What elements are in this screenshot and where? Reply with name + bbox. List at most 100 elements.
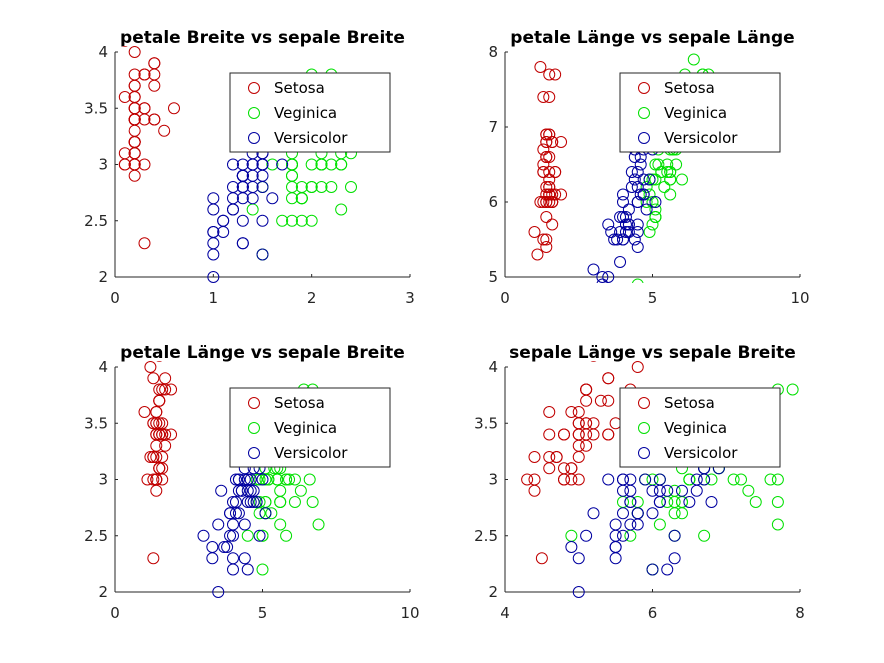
data-point xyxy=(670,158,683,171)
data-point xyxy=(653,473,666,486)
data-point xyxy=(165,383,178,396)
legend-marker xyxy=(248,132,260,144)
data-point xyxy=(543,188,556,201)
data-point xyxy=(528,226,541,238)
data-point xyxy=(646,563,659,576)
data-point xyxy=(128,124,141,137)
data-point xyxy=(156,462,169,475)
y-tick-label: 2.5 xyxy=(474,527,498,545)
data-point xyxy=(156,361,163,362)
data-point xyxy=(147,552,160,565)
subplot-1: petale Breite vs sepale Breite 0 1 2 3 2 2.5 3 3… xyxy=(84,28,415,307)
data-point xyxy=(241,473,254,486)
data-point xyxy=(227,563,239,576)
data-point xyxy=(628,173,641,186)
data-point xyxy=(558,428,570,441)
data-point xyxy=(253,529,266,542)
x-tick-label: 6 xyxy=(648,604,658,622)
data-point xyxy=(215,484,228,497)
data-point xyxy=(286,181,298,193)
legend-label: Versicolor xyxy=(274,444,348,462)
data-point xyxy=(637,173,650,186)
data-point xyxy=(141,473,154,486)
data-point xyxy=(617,529,629,542)
series-setosa xyxy=(528,61,568,261)
data-point xyxy=(543,128,556,141)
data-point xyxy=(207,203,220,216)
data-point xyxy=(165,428,178,441)
data-point xyxy=(537,158,550,171)
data-point xyxy=(159,383,172,396)
data-point xyxy=(540,196,553,208)
data-point xyxy=(637,188,650,201)
data-point xyxy=(246,181,259,193)
data-point xyxy=(661,158,674,171)
data-point xyxy=(221,541,234,553)
data-point xyxy=(546,218,559,231)
data-point xyxy=(158,124,171,137)
y-tick-label: 3.5 xyxy=(474,414,498,432)
data-point xyxy=(619,226,632,238)
data-point xyxy=(683,496,696,508)
data-point xyxy=(631,507,644,520)
data-point xyxy=(218,541,231,553)
data-point xyxy=(640,203,653,216)
data-point xyxy=(661,166,674,178)
data-point xyxy=(631,218,644,231)
data-point xyxy=(668,552,681,565)
data-point xyxy=(609,552,622,565)
data-point xyxy=(624,473,637,486)
data-point xyxy=(580,428,593,441)
data-point xyxy=(643,188,656,201)
data-point xyxy=(128,158,141,171)
data-point xyxy=(558,473,570,486)
data-point xyxy=(649,158,662,171)
data-point xyxy=(619,218,632,231)
data-point xyxy=(631,226,644,238)
legend-marker xyxy=(638,447,650,459)
subplot-3: petale Länge vs sepale Breite 0 5 10 2 2.5 3 3.… xyxy=(84,343,419,622)
data-point xyxy=(212,586,225,598)
data-point xyxy=(241,563,254,576)
data-point xyxy=(771,496,784,508)
data-point xyxy=(608,233,621,246)
data-point xyxy=(207,192,220,205)
data-point xyxy=(138,102,151,115)
legend-label: Setosa xyxy=(274,79,325,97)
legend-box xyxy=(229,387,391,468)
data-point xyxy=(639,473,652,486)
data-point xyxy=(705,496,718,508)
legend-label: Versicolor xyxy=(664,444,738,462)
data-point xyxy=(138,237,151,250)
data-point xyxy=(236,181,249,193)
legend-label: Setosa xyxy=(664,394,715,412)
legend-marker xyxy=(638,397,650,409)
data-point xyxy=(668,496,681,508)
data-point xyxy=(303,473,316,486)
y-tick-label: 4 xyxy=(98,358,108,376)
y-tick-label: 7 xyxy=(488,118,498,136)
data-point xyxy=(153,428,166,441)
data-point xyxy=(265,507,278,520)
data-point xyxy=(276,214,289,227)
data-point xyxy=(153,462,166,475)
data-point xyxy=(572,417,585,430)
data-point xyxy=(543,451,556,463)
data-point xyxy=(236,237,249,250)
data-point xyxy=(274,496,287,508)
data-point xyxy=(631,241,644,253)
data-point xyxy=(580,394,593,407)
data-point xyxy=(631,278,644,283)
data-point xyxy=(705,473,718,486)
plot-title: petale Länge vs sepale Länge xyxy=(510,28,794,48)
data-point xyxy=(537,91,550,103)
plot-title: sepale Länge vs sepale Breite xyxy=(509,343,796,363)
data-point xyxy=(335,203,348,216)
x-tick-label: 4 xyxy=(500,604,510,622)
data-point xyxy=(631,166,644,178)
data-point xyxy=(698,529,711,542)
data-point xyxy=(274,484,287,497)
data-point xyxy=(531,248,544,261)
